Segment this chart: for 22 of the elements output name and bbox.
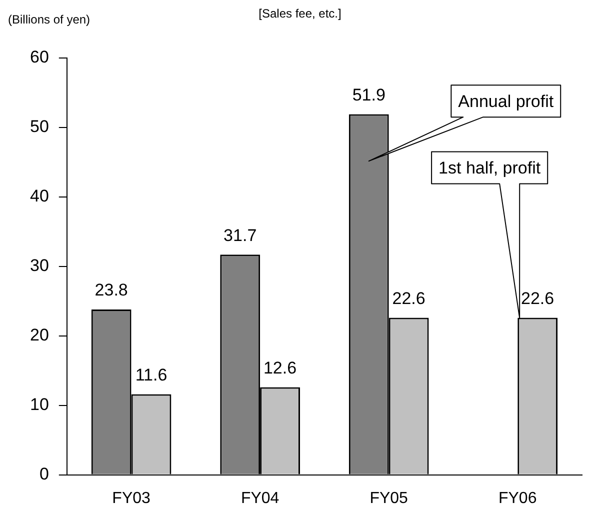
y-axis-title: (Billions of yen) — [8, 12, 90, 26]
data-label: 51.9 — [352, 85, 386, 104]
x-tick-label: FY05 — [370, 490, 408, 507]
y-tick-label: 50 — [30, 117, 49, 136]
data-label: 11.6 — [135, 365, 168, 384]
chart-title: [Sales fee, etc.] — [258, 6, 342, 20]
data-label: 23.8 — [94, 280, 128, 300]
annotation: Annual profit — [458, 92, 554, 111]
data-label: 22.6 — [392, 288, 426, 308]
data-label: 12.6 — [263, 358, 297, 378]
y-tick-label: 20 — [30, 326, 49, 345]
y-tick-label: 30 — [30, 256, 49, 276]
x-tick-label: FY06 — [498, 490, 537, 507]
y-tick-label: 60 — [30, 48, 49, 67]
x-tick-label: FY03 — [112, 490, 151, 507]
x-tick-label: FY04 — [240, 490, 280, 507]
y-tick-label: 40 — [30, 186, 49, 206]
y-tick-label: 0 — [39, 464, 49, 484]
data-label: 31.7 — [224, 226, 257, 245]
annotation: 1st half, profit — [438, 158, 541, 178]
data-label: 22.6 — [521, 288, 554, 308]
y-tick-label: 10 — [30, 395, 49, 414]
